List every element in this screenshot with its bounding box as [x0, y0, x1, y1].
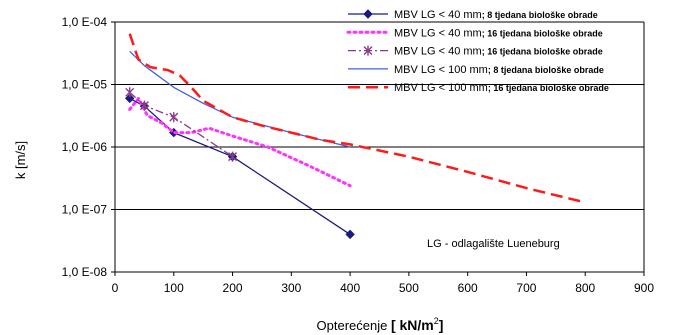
x-axis-title-unit: [ kN/m [391, 317, 434, 333]
legend-label-3: MBV LG < 40 mm; 16 tjedana biološke obra… [394, 46, 603, 58]
asterisk-marker [228, 151, 238, 162]
legend-label-suffix: ; 16 tjedana biološke obrade [482, 28, 603, 38]
series-line-3 [129, 91, 233, 158]
x-axis-title-superscript: 2 [434, 316, 439, 326]
series-line-5 [128, 33, 586, 204]
grid-layer [115, 84, 644, 210]
legend-label-1: MBV LG < 40 mm; 8 tjedana biološke obrad… [394, 9, 598, 21]
diamond-marker [345, 229, 355, 240]
asterisk-marker [363, 45, 373, 56]
legend: MBV LG < 40 mm; 8 tjedana biološke obrad… [346, 9, 609, 94]
series-line-2 [128, 96, 352, 188]
legend-label-main: MBV LG < 100 mm [394, 82, 488, 94]
legend-label-suffix: ; 16 tjedana biološke obrade [488, 83, 609, 93]
legend-label-suffix: ; 8 tjedana biološke obrade [482, 10, 598, 20]
diamond-marker [363, 9, 373, 19]
y-tick-label: 1,0 E-05 [62, 78, 108, 92]
x-tick-label: 100 [164, 281, 184, 295]
y-tick-label: 1,0 E-04 [62, 15, 108, 29]
legend-label-main: MBV LG < 100 mm [394, 64, 488, 76]
x-axis-title-main: Opterećenje [317, 318, 391, 333]
series-layer [124, 33, 586, 240]
legend-label-suffix: ; 8 tjedana biološke obrade [488, 65, 604, 75]
asterisk-marker [139, 100, 149, 111]
x-tick-label: 900 [634, 281, 654, 295]
diamond-marker [124, 93, 135, 104]
series-line-4 [129, 50, 351, 148]
legend-label-main: MBV LG < 40 mm [394, 27, 482, 39]
chart-annotation: LG - odlagalište Lueneburg [427, 238, 560, 250]
x-tick-label: 400 [340, 281, 360, 295]
legend-label-2: MBV LG < 40 mm; 16 tjedana biološke obra… [394, 27, 603, 39]
x-axis-title-close: ] [439, 317, 444, 333]
legend-label-suffix: ; 16 tjedana biološke obrade [482, 47, 603, 57]
legend-label-main: MBV LG < 40 mm [394, 9, 482, 21]
y-axis-title: k [m/s] [13, 141, 28, 179]
asterisk-marker [125, 87, 135, 98]
asterisk-marker [169, 112, 179, 123]
y-tick-label: 1,0 E-06 [62, 140, 108, 154]
x-tick-label: 500 [399, 281, 419, 295]
x-tick-label: 300 [281, 281, 301, 295]
x-tick-label: 800 [575, 281, 595, 295]
legend-label-4: MBV LG < 100 mm; 8 tjedana biološke obra… [394, 64, 604, 76]
y-tick-label: 1,0 E-08 [62, 265, 108, 279]
x-tick-label: 700 [516, 281, 536, 295]
x-tick-label: 600 [458, 281, 478, 295]
x-axis-title: Opterećenje [ kN/m2] [317, 316, 444, 333]
x-tick-label: 0 [112, 281, 119, 295]
x-tick-label: 200 [223, 281, 243, 295]
legend-label-5: MBV LG < 100 mm; 16 tjedana biološke obr… [394, 82, 609, 94]
y-tick-label: 1,0 E-07 [62, 203, 108, 217]
axes-layer: 1,0 E-04 1,0 E-05 1,0 E-06 1,0 E-07 1,0 E-08… [62, 15, 655, 295]
legend-label-main: MBV LG < 40 mm [394, 46, 482, 58]
